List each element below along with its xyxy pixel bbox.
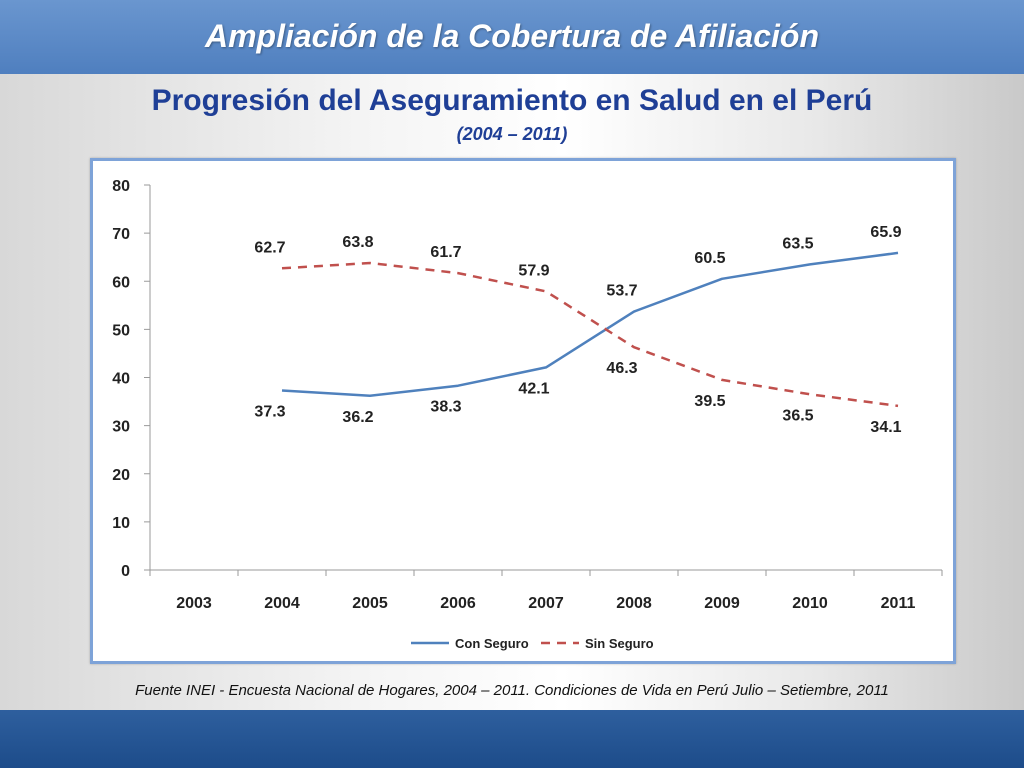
data-label-con-seguro: 65.9	[870, 224, 901, 241]
data-label-con-seguro: 42.1	[518, 380, 549, 397]
data-label-sin-seguro: 57.9	[518, 262, 549, 279]
x-tick-label: 2003	[176, 595, 212, 612]
chart-frame: 0 10 20 30 40 50 60 70 80 2003 2004 2005 2006 2007 200…	[90, 158, 956, 664]
slide-title: Ampliación de la Cobertura de Afiliación	[204, 18, 820, 54]
data-label-con-seguro: 38.3	[430, 399, 461, 416]
chart-subtitle: Progresión del Aseguramiento en Salud en…	[151, 84, 873, 117]
chart-period: (2004 – 2011)	[456, 124, 568, 144]
y-tick-label: 30	[112, 419, 130, 436]
legend-label-sin-seguro: Sin Seguro	[585, 636, 654, 651]
x-tick-label: 2008	[616, 595, 652, 612]
x-tick-label: 2007	[528, 595, 564, 612]
data-label-sin-seguro: 62.7	[254, 239, 285, 256]
y-tick-label: 0	[121, 563, 130, 580]
source-note: Fuente INEI - Encuesta Nacional de Hogar…	[135, 682, 889, 699]
y-tick-label: 70	[112, 226, 130, 243]
data-label-sin-seguro: 39.5	[694, 393, 725, 410]
data-label-con-seguro: 37.3	[254, 403, 285, 420]
footer-bar	[0, 710, 1024, 768]
x-tick-label: 2005	[352, 595, 388, 612]
legend-label-con-seguro: Con Seguro	[455, 636, 529, 651]
data-label-sin-seguro: 63.8	[342, 234, 373, 251]
y-tick-label: 10	[112, 515, 130, 532]
x-tick-label: 2011	[881, 595, 916, 612]
data-label-sin-seguro: 36.5	[782, 407, 813, 424]
series-line-con-seguro	[281, 251, 899, 398]
data-label-con-seguro: 53.7	[606, 283, 637, 300]
data-label-sin-seguro: 34.1	[870, 419, 901, 436]
x-tick-label: 2006	[440, 595, 476, 612]
series-line-sin-seguro	[281, 261, 899, 408]
header-bar	[0, 0, 1024, 74]
x-tick-label: 2004	[264, 595, 300, 612]
data-label-sin-seguro: 46.3	[606, 360, 637, 377]
data-label-con-seguro: 63.5	[782, 235, 813, 252]
data-label-con-seguro: 36.2	[342, 409, 373, 426]
y-tick-label: 80	[112, 178, 130, 195]
line-chart: 0 10 20 30 40 50 60 70 80 2003 2004 2005 2006 2007 200…	[112, 178, 943, 651]
y-tick-label: 60	[112, 274, 130, 291]
x-tick-label: 2009	[704, 595, 740, 612]
x-tick-label: 2010	[792, 595, 828, 612]
y-tick-label: 40	[112, 371, 130, 388]
y-tick-label: 20	[112, 467, 130, 484]
data-label-con-seguro: 60.5	[694, 250, 725, 267]
data-label-sin-seguro: 61.7	[430, 244, 461, 261]
y-tick-label: 50	[112, 322, 130, 339]
